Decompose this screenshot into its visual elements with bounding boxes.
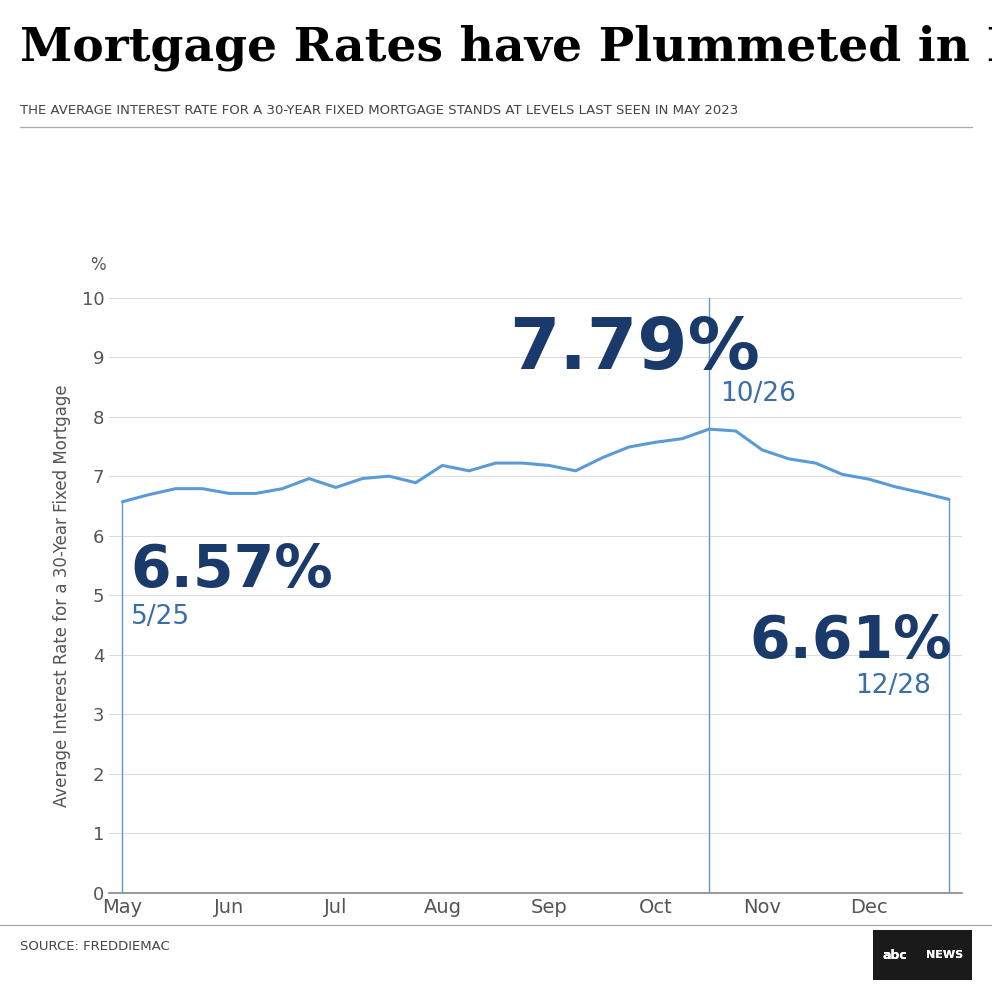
Y-axis label: Average Interest Rate for a 30-Year Fixed Mortgage: Average Interest Rate for a 30-Year Fixe… <box>53 384 70 806</box>
Text: NEWS: NEWS <box>926 950 963 960</box>
Text: THE AVERAGE INTEREST RATE FOR A 30-YEAR FIXED MORTGAGE STANDS AT LEVELS LAST SEE: THE AVERAGE INTEREST RATE FOR A 30-YEAR … <box>20 104 738 117</box>
Text: 6.57%: 6.57% <box>131 542 333 598</box>
Text: %: % <box>90 256 106 274</box>
Text: NEWS: NEWS <box>926 950 963 960</box>
Text: Mortgage Rates have Plummeted in Recent Months: Mortgage Rates have Plummeted in Recent … <box>20 25 992 71</box>
FancyBboxPatch shape <box>868 929 977 982</box>
Circle shape <box>863 936 938 974</box>
Text: abc: abc <box>883 948 907 962</box>
Text: abc: abc <box>883 948 907 962</box>
Text: 7.79%: 7.79% <box>509 315 760 385</box>
Text: 5/25: 5/25 <box>131 604 189 630</box>
Text: 10/26: 10/26 <box>719 381 796 407</box>
Text: 12/28: 12/28 <box>855 673 931 698</box>
Text: SOURCE: FREDDIEMAC: SOURCE: FREDDIEMAC <box>20 940 170 953</box>
Text: 6.61%: 6.61% <box>749 613 951 670</box>
